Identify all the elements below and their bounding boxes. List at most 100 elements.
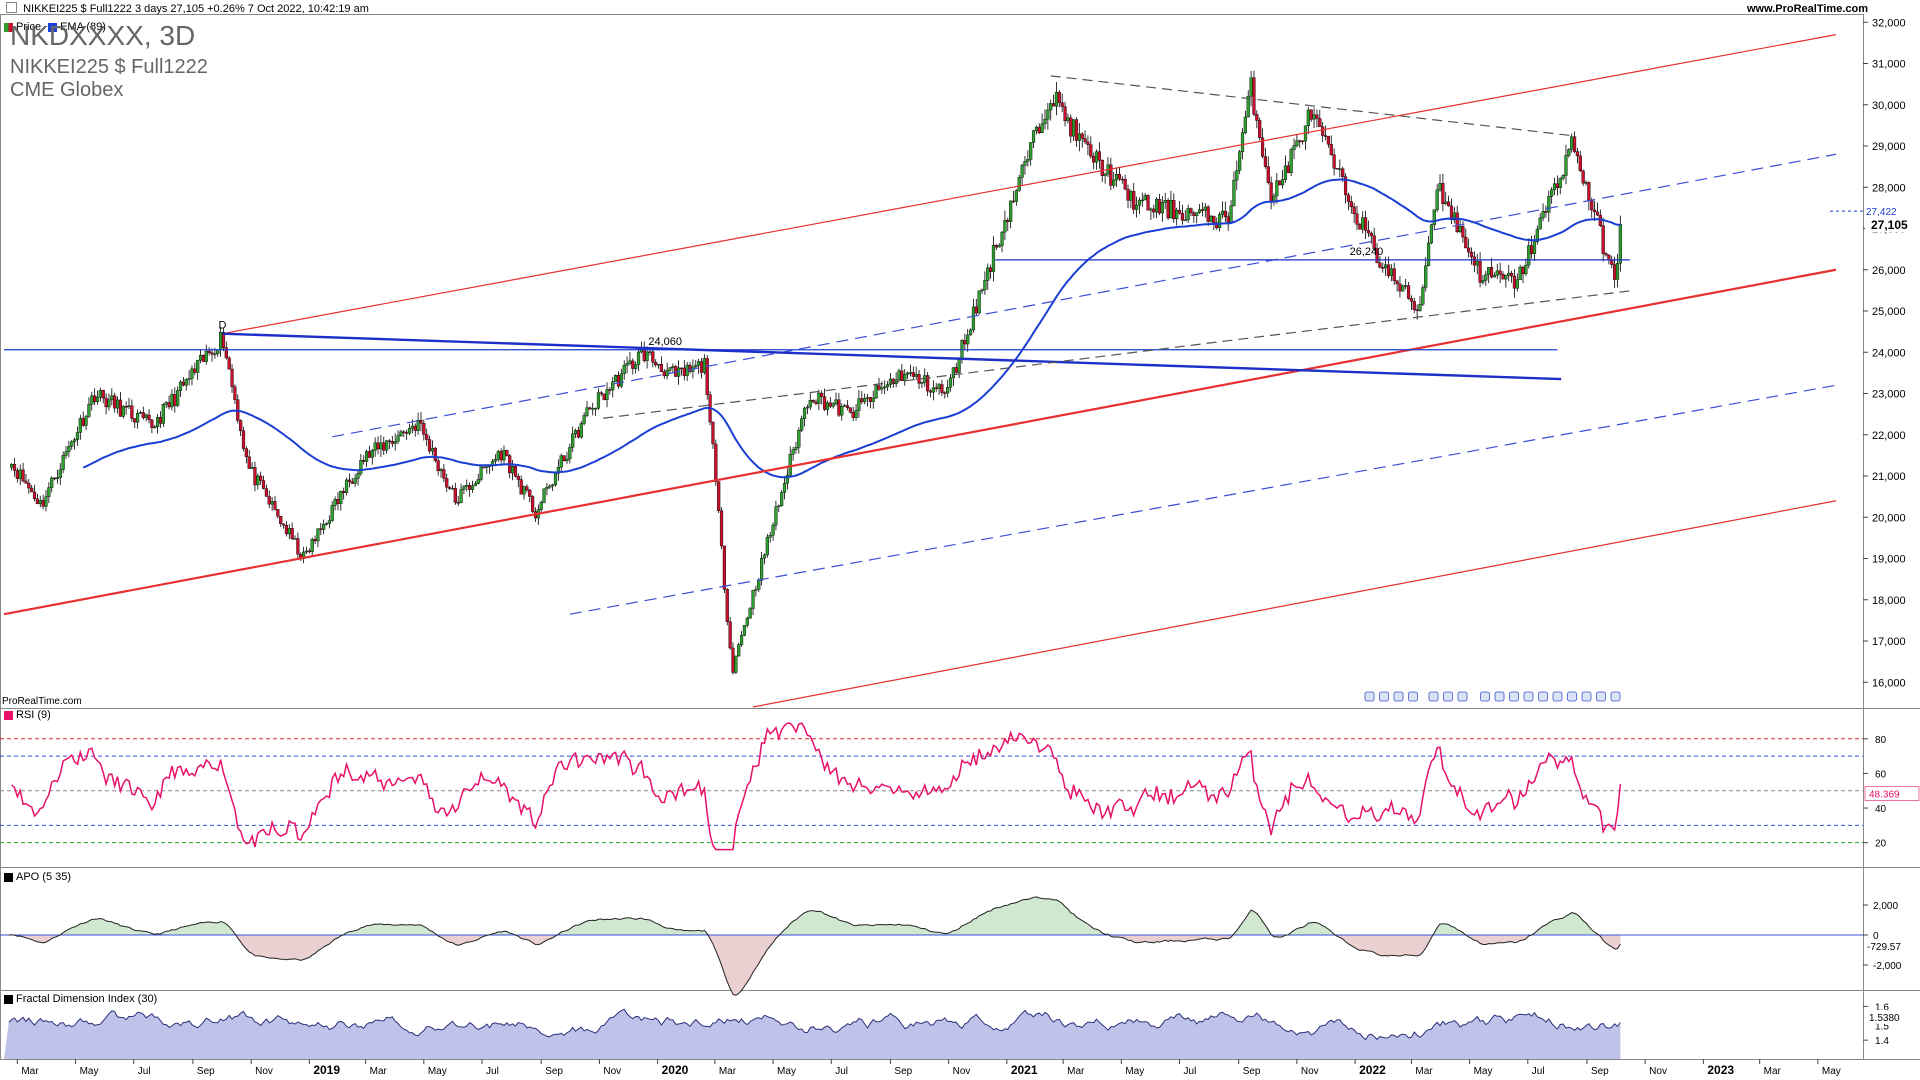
black-dashed-bottom-line: [603, 289, 1634, 419]
time-tick-label: Mar: [1764, 1066, 1782, 1077]
candle-down: [1226, 216, 1230, 223]
candle-down: [562, 455, 566, 462]
candle-up: [250, 467, 254, 469]
candle-up: [745, 617, 749, 626]
candle-up: [1243, 116, 1247, 133]
candle-up: [986, 267, 990, 281]
candle-down: [1166, 200, 1170, 219]
candle-down: [828, 402, 832, 407]
candle-down: [1177, 209, 1182, 214]
candle-up: [187, 378, 191, 380]
candle-down: [731, 647, 735, 673]
time-tick-label: May: [1125, 1066, 1144, 1077]
candle-up: [579, 423, 583, 438]
candle-up: [582, 415, 586, 424]
candle-up: [1175, 209, 1179, 220]
candle-up: [1017, 177, 1021, 191]
candle-up: [107, 399, 111, 408]
candle-up: [153, 426, 157, 429]
fdi-legend[interactable]: Fractal Dimension Index (30): [4, 993, 157, 1005]
candle-up: [256, 475, 260, 486]
time-tick-label: Sep: [1243, 1066, 1261, 1077]
candle-down: [1366, 230, 1371, 234]
candle-down: [276, 509, 280, 517]
candle-down: [456, 502, 460, 504]
candle-down: [900, 370, 904, 381]
candle-down: [1100, 160, 1104, 176]
candle-up: [78, 418, 82, 433]
candle-down: [688, 364, 692, 372]
time-tick-label: 2021: [1011, 1063, 1038, 1077]
candle-up: [1429, 224, 1434, 244]
candle-up: [748, 608, 752, 619]
candle-down: [35, 498, 39, 505]
candle-down: [1252, 77, 1256, 115]
candle-down: [1126, 188, 1130, 201]
candle-up: [628, 360, 632, 364]
fdi-title: Fractal Dimension Index (30): [16, 993, 158, 1005]
candle-down: [1011, 200, 1016, 203]
candle-up: [98, 390, 102, 398]
candle-up: [450, 488, 455, 490]
site-url[interactable]: www.ProRealTime.com: [1746, 3, 1868, 15]
candle-up: [760, 557, 764, 581]
fdi-partial-tick: 1.5: [1875, 1021, 1889, 1032]
candle-up: [565, 458, 569, 462]
candle-up: [121, 406, 125, 417]
red-channel-lower-line: [752, 500, 1837, 708]
candle-up: [1515, 279, 1519, 289]
candle-down: [425, 434, 429, 440]
candle-up: [573, 430, 578, 435]
candle-down: [654, 361, 658, 366]
candle-up: [1235, 170, 1239, 181]
last-price-tag-bg: [1865, 216, 1917, 233]
price-tick-label: 30,000: [1872, 100, 1906, 112]
candle-up: [863, 398, 867, 403]
candle-up: [364, 451, 369, 462]
candle-down: [1581, 170, 1585, 184]
candle-up: [1229, 205, 1233, 223]
time-tick-label: Nov: [1301, 1066, 1319, 1077]
candle-down: [1192, 212, 1196, 216]
candle-up: [1034, 126, 1039, 131]
candle-down: [877, 385, 881, 390]
candle-up: [1249, 77, 1253, 97]
candle-up: [393, 441, 397, 444]
price-legend-label: Price: [16, 21, 42, 33]
candle-up: [316, 528, 320, 542]
apo-legend[interactable]: APO (5 35): [4, 871, 71, 883]
candle-down: [253, 467, 257, 486]
candle-up: [1040, 123, 1044, 134]
red-channel-upper-line: [222, 34, 1837, 335]
candle-up: [73, 439, 77, 442]
candle-down: [130, 405, 134, 419]
candle-down: [367, 451, 372, 458]
candle-down: [1157, 199, 1162, 214]
candle-down: [264, 488, 268, 497]
candle-up: [874, 385, 878, 399]
candle-up: [568, 447, 572, 460]
candle-up: [593, 407, 598, 410]
candle-down: [233, 386, 237, 400]
candle-up: [1306, 109, 1310, 127]
price-annotation: 24,060: [648, 336, 682, 348]
time-tick-label: Jul: [1184, 1066, 1197, 1077]
candle-up: [370, 450, 374, 458]
candle-down: [1223, 210, 1227, 218]
candle-up: [1246, 95, 1250, 118]
candle-up: [794, 447, 798, 450]
candle-down: [1321, 126, 1325, 136]
rsi-legend[interactable]: RSI (9): [4, 709, 51, 721]
candle-down: [1378, 262, 1382, 268]
candle-down: [1469, 251, 1474, 258]
candle-up: [1203, 206, 1207, 211]
candle-up: [1384, 264, 1388, 269]
candle-down: [1278, 180, 1282, 186]
candle-up: [493, 459, 497, 462]
time-tick-label: May: [777, 1066, 796, 1077]
price-annotation: 26,240: [1350, 246, 1384, 258]
price-legend[interactable]: Price EMA (89): [4, 21, 106, 33]
candle-down: [1406, 285, 1411, 299]
candle-up: [476, 479, 480, 484]
